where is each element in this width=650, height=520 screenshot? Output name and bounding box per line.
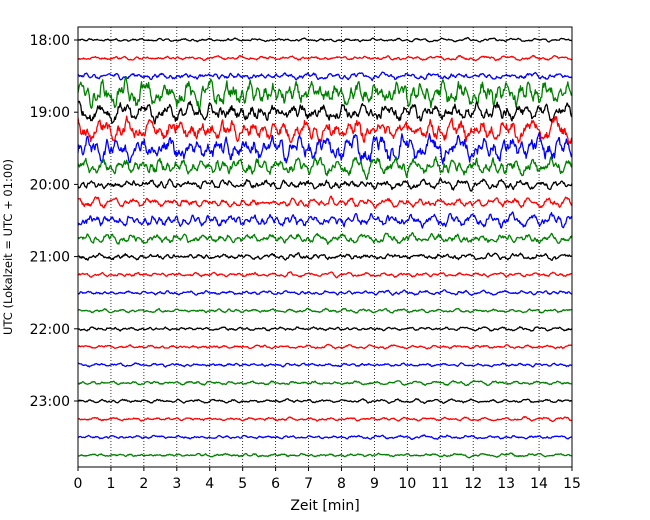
seismic-traces: [78, 36, 572, 459]
plot-frame: [77, 26, 573, 468]
x-axis-ticks: 0 1 2 3 4 5 6 7 8 9 10 11 12 13 14 15: [74, 467, 581, 492]
trace-row-2015: [78, 195, 572, 209]
x-tick-label: 1: [106, 476, 115, 492]
x-tick-label: 0: [74, 476, 83, 492]
trace-row-2245: [78, 379, 572, 387]
y-tick-label: 19:00: [30, 105, 70, 121]
x-tick-label: 11: [431, 476, 449, 492]
trace-row-1900: [78, 100, 572, 125]
trace-row-2315: [78, 415, 572, 423]
y-tick-label: 22:00: [30, 322, 70, 338]
trace-row-1815: [78, 54, 572, 62]
trace-row-1945: [78, 156, 572, 181]
trace-row-1930: [78, 132, 572, 165]
trace-row-2045: [78, 231, 572, 245]
trace-row-2215: [78, 343, 572, 350]
y-axis-label: UTC (Lokalzeit = UTC + 01:00): [1, 159, 15, 335]
x-tick-label: 9: [370, 476, 379, 492]
y-tick-label: 21:00: [30, 250, 70, 266]
trace-row-2330: [78, 434, 572, 441]
x-tick-label: 6: [271, 476, 280, 492]
y-axis-ticks: 18:00 19:00 20:00 21:00 22:00 23:00: [30, 33, 78, 410]
y-tick-label: 20:00: [30, 177, 70, 193]
gridlines: [110, 27, 540, 467]
x-tick-label: 3: [172, 476, 181, 492]
x-tick-label: 8: [337, 476, 346, 492]
trace-row-2000: [78, 178, 572, 192]
x-tick-label: 10: [398, 476, 416, 492]
trace-row-2300: [78, 398, 572, 405]
y-tick-label: 23:00: [30, 394, 70, 410]
trace-row-2115: [78, 271, 572, 279]
trace-row-2100: [78, 252, 572, 261]
trace-row-1845: [78, 76, 572, 112]
trace-row-2345: [78, 452, 572, 459]
trace-row-2030: [78, 211, 572, 229]
trace-row-2200: [78, 326, 572, 332]
x-axis-label: Zeit [min]: [290, 498, 359, 514]
trace-row-2230: [78, 362, 572, 368]
x-tick-label: 13: [497, 476, 515, 492]
trace-row-2130: [78, 289, 572, 297]
trace-row-1830: [78, 71, 572, 82]
x-tick-label: 12: [464, 476, 482, 492]
x-tick-label: 2: [139, 476, 148, 492]
x-tick-label: 15: [563, 476, 581, 492]
x-tick-label: 4: [205, 476, 214, 492]
trace-row-1800: [78, 36, 572, 43]
trace-row-2145: [78, 307, 572, 314]
x-tick-label: 14: [530, 476, 548, 492]
y-tick-label: 18:00: [30, 33, 70, 49]
trace-row-1915: [78, 115, 572, 145]
x-tick-label: 7: [304, 476, 313, 492]
x-tick-label: 5: [238, 476, 247, 492]
